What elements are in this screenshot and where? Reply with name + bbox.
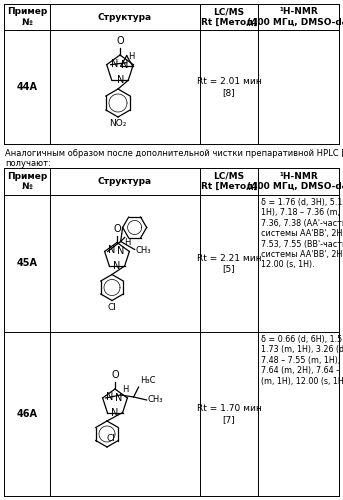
Text: N: N <box>111 58 118 68</box>
Text: LC/MS
Rt [Метод]: LC/MS Rt [Метод] <box>201 172 257 191</box>
Text: LC/MS
Rt [Метод]: LC/MS Rt [Метод] <box>201 8 257 26</box>
Text: CH₃: CH₃ <box>135 246 151 255</box>
Text: N: N <box>115 393 122 403</box>
Text: 45A: 45A <box>16 258 37 268</box>
Text: 44A: 44A <box>16 82 37 92</box>
Text: Структура: Структура <box>98 12 152 22</box>
Text: O: O <box>111 370 119 380</box>
Text: Cl: Cl <box>106 434 115 443</box>
Text: H₃C: H₃C <box>140 376 155 385</box>
Text: N: N <box>121 60 128 70</box>
Text: Rt = 2.21 мин
[5]: Rt = 2.21 мин [5] <box>197 254 261 273</box>
Text: Пример
№: Пример № <box>7 8 47 26</box>
Text: N: N <box>106 392 113 402</box>
Text: ¹H-NMR
(400 МГц, DMSO-d₆): ¹H-NMR (400 МГц, DMSO-d₆) <box>247 8 343 26</box>
Text: H: H <box>128 52 134 60</box>
Text: N: N <box>108 246 115 256</box>
Text: CH₃: CH₃ <box>147 396 163 404</box>
Text: Cl: Cl <box>108 304 116 312</box>
Text: 46A: 46A <box>16 409 37 419</box>
Text: ¹H-NMR
(400 МГц, DMSO-d₆): ¹H-NMR (400 МГц, DMSO-d₆) <box>247 172 343 191</box>
Text: δ = 0.66 (d, 6H), 1.57 –
1.73 (m, 1H), 3.26 (d, 2H),
7.48 – 7.55 (m, 1H), 7.57 –: δ = 0.66 (d, 6H), 1.57 – 1.73 (m, 1H), 3… <box>261 335 343 386</box>
Text: N: N <box>117 246 125 256</box>
Text: O: O <box>113 224 121 234</box>
Text: O: O <box>116 36 124 46</box>
Text: NO₂: NO₂ <box>109 119 127 128</box>
Text: δ = 1.76 (d, 3H), 5.19 (q,
1H), 7.18 – 7.36 (m, 5H),
7.36, 7.38 (AA'-часть
систе: δ = 1.76 (d, 3H), 5.19 (q, 1H), 7.18 – 7… <box>261 198 343 270</box>
Text: Аналогичным образом после дополнительной чистки препаративной HPLC [метод 9]
пол: Аналогичным образом после дополнительной… <box>5 149 343 169</box>
Text: N: N <box>113 261 121 271</box>
Text: Rt = 1.70 мин
[7]: Rt = 1.70 мин [7] <box>197 404 261 423</box>
Text: Пример
№: Пример № <box>7 172 47 191</box>
Text: H: H <box>122 385 129 394</box>
Text: N: N <box>117 76 124 86</box>
Text: H: H <box>124 238 131 248</box>
Text: Rt = 2.01 мин
[8]: Rt = 2.01 мин [8] <box>197 78 261 96</box>
Text: N: N <box>111 408 119 418</box>
Text: Структура: Структура <box>98 177 152 186</box>
